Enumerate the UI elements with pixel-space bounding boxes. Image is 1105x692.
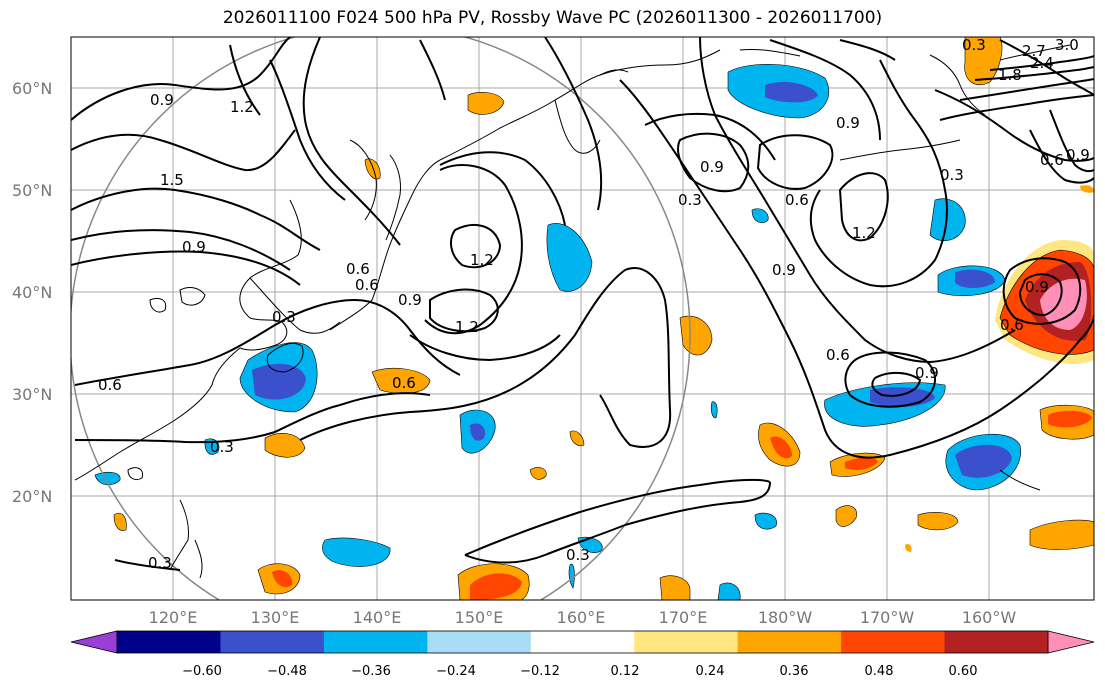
contour-label: 1.2 (470, 251, 494, 269)
colorbar-tick-label: 0.48 (865, 664, 894, 679)
lat-label: 30°N (12, 385, 52, 404)
lon-label: 130°E (251, 608, 300, 627)
coastlines (74, 44, 1071, 579)
contour-label: 1.8 (998, 66, 1022, 84)
pv-contours (71, 37, 1094, 571)
colorbar-tick-label: 0.60 (949, 664, 978, 679)
colorbar-segment (634, 631, 739, 653)
colorbar-low-extend (70, 630, 118, 654)
contour-label: 0.3 (678, 191, 702, 209)
colorbar-segment (117, 631, 221, 653)
lon-label: 170°E (659, 608, 708, 627)
latitude-labels: 60°N 50°N 40°N 30°N 20°N (12, 79, 52, 506)
contour-label: 1.2 (230, 98, 254, 116)
contour-label: 0.6 (346, 260, 370, 278)
lon-label: 170°W (860, 608, 915, 627)
colorbar-tick-label: 0.36 (780, 664, 809, 679)
contour-label: 0.9 (1066, 146, 1090, 164)
colorbar-tick-label: 0.24 (696, 664, 725, 679)
contour-label: 0.6 (392, 374, 416, 392)
longitude-labels: 120°E 130°E 140°E 150°E 160°E 170°E 180°… (149, 608, 1017, 627)
lon-label: 160°W (962, 608, 1017, 627)
lon-label: 180°W (758, 608, 813, 627)
contour-label: 0.9 (700, 158, 724, 176)
colorbar-tick-label: −0.24 (436, 664, 476, 679)
contour-label: 0.9 (1025, 278, 1049, 296)
selection-circle (71, 37, 691, 600)
contour-label: 0.3 (566, 546, 590, 564)
contour-labels: 0.9 1.2 1.5 0.9 0.6 0.3 0.6 0.3 0.3 0.6 … (98, 36, 1090, 572)
contour-label: 0.6 (1040, 151, 1064, 169)
negative-anomaly-shading (94, 64, 1021, 600)
contour-label: 3.0 (1055, 36, 1079, 54)
colorbar-tick-label: −0.36 (351, 664, 391, 679)
contour-label: 0.3 (210, 438, 234, 456)
contour-label: 1.2 (455, 318, 479, 336)
colorbar-high-extend (1047, 630, 1095, 654)
colorbar-segment (737, 631, 842, 653)
lat-label: 50°N (12, 181, 52, 200)
map-title: 2026011100 F024 500 hPa PV, Rossby Wave … (222, 8, 883, 28)
colorbar-segment (530, 631, 635, 653)
map-border (70, 36, 1095, 601)
lat-label: 40°N (12, 283, 52, 302)
contour-label: 0.3 (962, 36, 986, 54)
contour-label: 0.3 (940, 166, 964, 184)
contour-label: 0.9 (772, 261, 796, 279)
contour-label: 1.5 (160, 171, 184, 189)
colorbar-segment (841, 631, 946, 653)
colorbar: −0.60 −0.48 −0.36 −0.24 −0.12 0.12 0.24 … (70, 630, 1095, 679)
contour-label: 0.6 (98, 376, 122, 394)
contour-label: 0.6 (785, 191, 809, 209)
colorbar-segment (323, 631, 428, 653)
colorbar-tick-label: 0.12 (611, 664, 640, 679)
contour-label: 0.3 (272, 308, 296, 326)
colorbar-segment (944, 631, 1049, 653)
colorbar-tick-label: −0.60 (182, 664, 222, 679)
contour-label: 0.6 (826, 346, 850, 364)
positive-anomaly-shading (113, 37, 1094, 600)
colorbar-segment (427, 631, 532, 653)
contour-label: 2.4 (1030, 54, 1054, 72)
lon-label: 160°E (557, 608, 606, 627)
contour-label: 0.3 (148, 554, 172, 572)
contour-label: 0.6 (1000, 316, 1024, 334)
lon-label: 150°E (455, 608, 504, 627)
contour-label: 0.9 (398, 291, 422, 309)
contour-label: 0.9 (915, 364, 939, 382)
colorbar-segment (220, 631, 325, 653)
contour-label: 0.9 (836, 114, 860, 132)
contour-label: 0.6 (355, 276, 379, 294)
colorbar-tick-label: −0.12 (520, 664, 560, 679)
contour-label: 2.7 (1022, 42, 1046, 60)
lat-label: 20°N (12, 487, 52, 506)
colorbar-tick-label: −0.48 (267, 664, 307, 679)
colorbar-frame (116, 630, 1049, 654)
contour-label: 0.9 (182, 238, 206, 256)
contour-label: 1.2 (852, 224, 876, 242)
contour-label: 0.9 (150, 91, 174, 109)
lon-label: 120°E (149, 608, 198, 627)
lon-label: 140°E (353, 608, 402, 627)
lat-label: 60°N (12, 79, 52, 98)
graticule (71, 37, 1094, 600)
